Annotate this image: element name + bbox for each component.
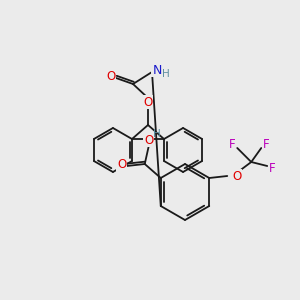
Text: F: F (229, 137, 236, 151)
Text: O: O (143, 95, 153, 109)
Text: O: O (117, 158, 126, 172)
Text: H: H (162, 69, 170, 79)
Text: O: O (144, 134, 153, 146)
Text: F: F (269, 161, 276, 175)
Text: O: O (232, 169, 242, 182)
Text: N: N (152, 64, 162, 76)
Text: O: O (106, 70, 116, 83)
Text: H: H (153, 129, 160, 139)
Text: F: F (263, 137, 270, 151)
